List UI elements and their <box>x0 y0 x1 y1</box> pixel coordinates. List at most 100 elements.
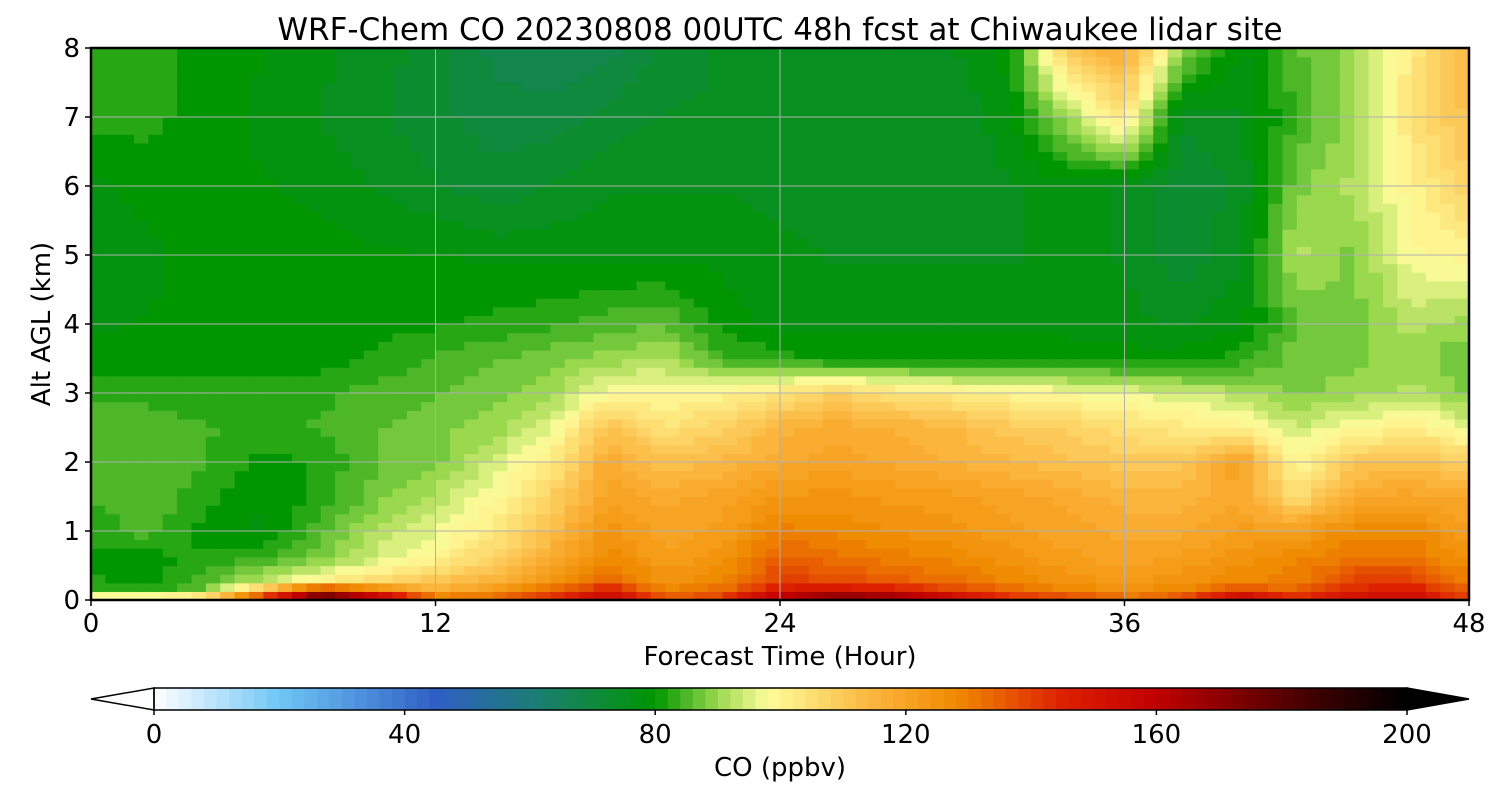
co-field-cell <box>1440 280 1456 291</box>
co-field-cell <box>751 306 767 316</box>
co-field-cell <box>263 574 279 584</box>
co-field-cell <box>837 401 853 411</box>
co-field-cell <box>780 263 795 273</box>
co-field-cell <box>1397 556 1413 567</box>
co-field-cell <box>306 393 322 403</box>
co-field-cell <box>349 505 365 515</box>
co-field-cell <box>291 263 307 273</box>
co-field-cell <box>751 444 767 454</box>
co-field-cell <box>320 401 336 411</box>
co-field-cell <box>148 470 164 480</box>
co-field-cell <box>823 436 839 446</box>
co-field-cell <box>665 487 681 498</box>
co-field-cell <box>952 453 968 463</box>
co-field-cell <box>880 401 896 411</box>
co-field-cell <box>392 427 408 437</box>
co-field-cell <box>636 470 652 480</box>
co-field-cell <box>464 410 480 420</box>
co-field-cell <box>1440 255 1456 265</box>
co-field-cell <box>507 375 523 385</box>
co-field-cell <box>234 565 250 575</box>
co-field-cell <box>263 401 279 411</box>
co-field-cell <box>1339 203 1355 213</box>
co-field-cell <box>320 203 336 213</box>
co-field-cell <box>1268 462 1283 472</box>
co-field-cell <box>607 582 623 592</box>
co-field-cell <box>995 186 1011 196</box>
co-field-cell <box>679 513 695 523</box>
co-field-cell <box>794 496 810 506</box>
co-field-cell <box>1325 453 1341 463</box>
co-field-cell <box>1052 548 1068 558</box>
co-field-cell <box>765 306 781 316</box>
co-field-cell <box>1181 531 1197 541</box>
co-field-cell <box>579 324 594 334</box>
co-field-cell <box>148 513 164 523</box>
co-field-cell <box>1210 324 1226 334</box>
co-field-cell <box>894 539 910 549</box>
co-field-cell <box>1196 177 1212 187</box>
co-field-cell <box>579 522 594 532</box>
co-field-cell <box>1224 496 1240 506</box>
co-field-cell <box>622 298 638 308</box>
co-field-cell <box>1153 306 1169 316</box>
co-field-cell <box>191 462 207 472</box>
co-field-cell <box>478 367 494 377</box>
co-field-cell <box>162 479 178 489</box>
co-field-cell <box>1009 298 1025 308</box>
co-field-cell <box>248 462 264 472</box>
co-field-cell <box>406 591 422 601</box>
co-field-cell <box>535 315 551 325</box>
co-field-cell <box>1110 194 1126 204</box>
co-field-cell <box>909 556 925 567</box>
co-field-cell <box>708 444 724 454</box>
co-field-cell <box>421 341 437 351</box>
co-field-cell <box>392 272 408 282</box>
co-field-cell <box>952 582 968 592</box>
co-field-cell <box>1067 539 1083 549</box>
co-field-cell <box>679 186 695 196</box>
co-field-cell <box>335 341 350 351</box>
co-field-cell <box>837 272 853 282</box>
co-field-cell <box>765 505 781 515</box>
co-field-cell <box>177 220 193 230</box>
co-field-cell <box>392 358 408 368</box>
co-field-cell <box>751 203 767 213</box>
co-field-cell <box>823 496 839 506</box>
co-field-cell <box>1224 522 1240 532</box>
co-field-cell <box>1253 341 1269 351</box>
co-field-cell <box>1339 470 1355 480</box>
co-field-cell <box>263 427 279 437</box>
co-field-cell <box>248 151 264 161</box>
co-field-cell <box>579 479 594 489</box>
co-field-cell <box>277 582 293 592</box>
co-field-cell <box>1354 418 1370 429</box>
co-field-cell <box>1138 289 1154 299</box>
co-field-cell <box>1024 436 1039 446</box>
co-field-cell <box>435 531 451 541</box>
co-field-cell <box>794 531 810 541</box>
co-field-cell <box>679 591 695 601</box>
co-field-cell <box>937 574 953 584</box>
co-field-cell <box>966 263 982 273</box>
co-field-cell <box>837 341 853 351</box>
co-field-cell <box>205 229 221 239</box>
co-field-cell <box>995 565 1011 575</box>
co-field-cell <box>507 186 523 196</box>
co-field-cell <box>335 444 350 454</box>
co-field-cell <box>1224 375 1240 385</box>
co-field-cell <box>736 401 752 411</box>
co-field-cell <box>148 211 164 222</box>
co-field-cell <box>1009 160 1025 170</box>
co-field-cell <box>464 229 480 239</box>
co-field-cell <box>794 315 810 325</box>
co-field-cell <box>1124 151 1140 161</box>
co-field-cell <box>736 539 752 549</box>
co-field-cell <box>708 487 724 498</box>
co-field-cell <box>564 384 580 394</box>
co-field-cell <box>205 539 221 549</box>
co-field-cell <box>866 453 882 463</box>
co-field-cell <box>220 237 236 247</box>
co-field-cell <box>607 496 623 506</box>
co-field-cell <box>134 367 150 377</box>
